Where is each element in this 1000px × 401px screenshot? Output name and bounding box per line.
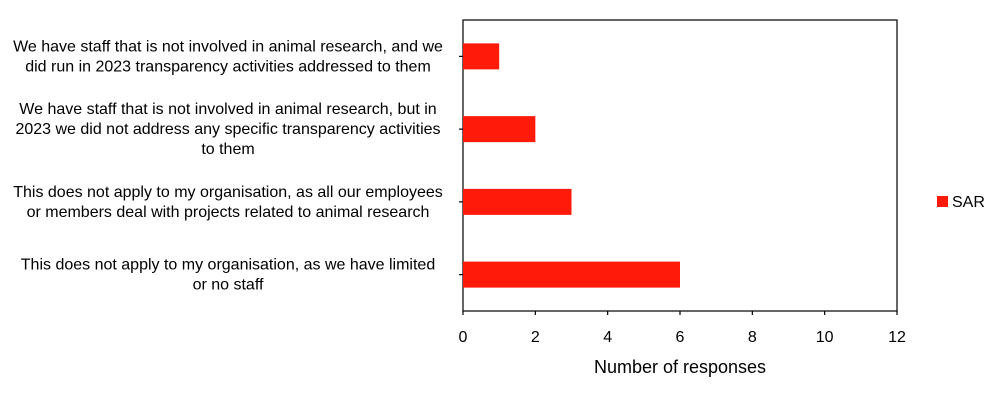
- x-axis-title: Number of responses: [594, 357, 766, 377]
- legend-label-sar: SAR: [952, 194, 985, 211]
- y-axis-ticks: [459, 55, 463, 276]
- x-tick-label: 2: [531, 329, 540, 346]
- category-label-line: We have staff that is not involved in an…: [19, 101, 436, 118]
- bars-group: [463, 43, 680, 288]
- category-label-line: This does not apply to my organisation, …: [21, 257, 435, 274]
- x-tick-label: 8: [748, 329, 757, 346]
- category-label-line: to them: [201, 141, 254, 158]
- category-label-line: We have staff that is not involved in an…: [13, 38, 443, 55]
- legend: SAR: [937, 194, 985, 211]
- legend-swatch-sar: [937, 196, 948, 207]
- x-axis-ticks: 0 2 4 6 8 10 12: [459, 311, 906, 346]
- category-label-line: This does not apply to my organisation, …: [13, 184, 443, 201]
- x-tick-label: 12: [888, 329, 906, 346]
- x-tick-label: 10: [816, 329, 834, 346]
- category-label-line: or members deal with projects related to…: [27, 204, 430, 221]
- x-tick-label: 4: [603, 329, 612, 346]
- category-label: We have staff that is not involved in an…: [15, 101, 440, 158]
- category-label-line: did run in 2023 transparency activities …: [25, 58, 431, 75]
- category-labels: We have staff that is not involved in an…: [13, 38, 443, 293]
- bar: [463, 261, 680, 288]
- category-label: This does not apply to my organisation, …: [13, 184, 443, 221]
- x-tick-label: 6: [676, 329, 685, 346]
- category-label-line: or no staff: [193, 277, 264, 294]
- category-label: This does not apply to my organisation, …: [21, 257, 435, 294]
- bar: [463, 116, 536, 143]
- category-label-line: 2023 we did not address any specific tra…: [15, 121, 440, 138]
- category-label: We have staff that is not involved in an…: [13, 38, 443, 75]
- x-tick-label: 0: [459, 329, 468, 346]
- bar: [463, 188, 572, 215]
- bar: [463, 43, 500, 70]
